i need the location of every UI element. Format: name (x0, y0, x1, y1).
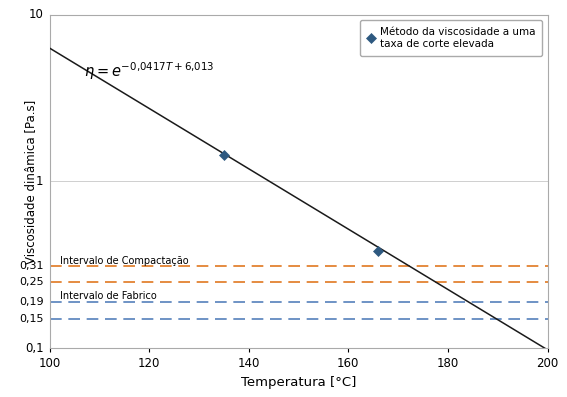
Legend: Método da viscosidade a uma
taxa de corte elevada: Método da viscosidade a uma taxa de cort… (359, 20, 542, 56)
Text: 0,25: 0,25 (19, 277, 44, 287)
Text: 10: 10 (29, 8, 44, 21)
Y-axis label: Viscosidade dinâmica [Pa.s]: Viscosidade dinâmica [Pa.s] (24, 99, 37, 264)
Text: Intervalo de Compactação: Intervalo de Compactação (60, 256, 188, 266)
Text: 0,31: 0,31 (19, 261, 44, 271)
Line: Método da viscosidade a uma
taxa de corte elevada: Método da viscosidade a uma taxa de cort… (220, 151, 382, 255)
X-axis label: Temperatura [°C]: Temperatura [°C] (241, 376, 356, 389)
Text: 0,15: 0,15 (19, 314, 44, 324)
Método da viscosidade a uma
taxa de corte elevada (375, 249, 382, 254)
Text: Intervalo de Fabrico: Intervalo de Fabrico (60, 291, 156, 301)
Text: 0,1: 0,1 (25, 341, 44, 355)
Método da viscosidade a uma
taxa de corte elevada (221, 152, 227, 157)
Text: 0,19: 0,19 (19, 297, 44, 306)
Text: 1: 1 (36, 175, 44, 188)
Text: $\eta = e^{-0{,}0417T+6{,}013}$: $\eta = e^{-0{,}0417T+6{,}013}$ (84, 61, 214, 82)
